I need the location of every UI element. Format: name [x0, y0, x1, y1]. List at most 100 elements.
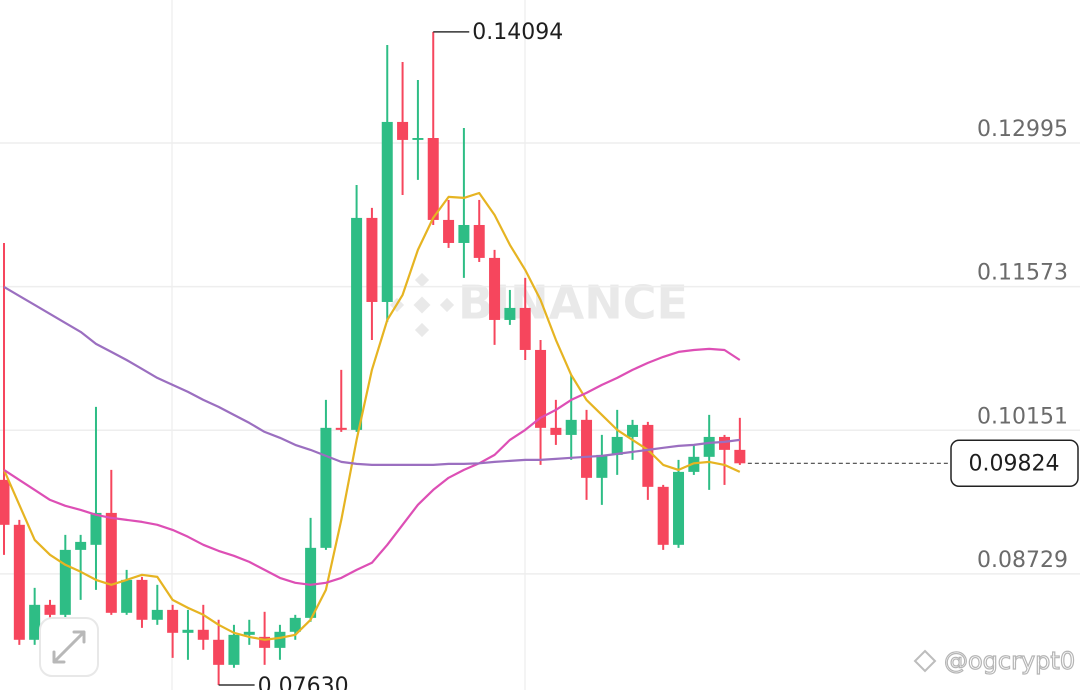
grid: 0.12995 0.11573 0.10151 0.08729 — [0, 117, 1080, 575]
candle-body — [489, 257, 501, 320]
watermark-logo — [389, 272, 455, 338]
candle — [688, 444, 700, 475]
candle — [611, 409, 623, 475]
candle-body — [13, 524, 25, 640]
candle — [259, 611, 271, 665]
candle — [412, 80, 424, 180]
candle — [550, 399, 562, 445]
candle-body — [167, 609, 179, 633]
candle-body — [458, 224, 470, 243]
candle — [274, 624, 286, 660]
candle — [397, 62, 409, 195]
candle — [366, 207, 378, 340]
candle-body — [228, 634, 240, 665]
candle-body — [351, 217, 363, 430]
candle-body — [274, 631, 286, 648]
candle-body — [335, 427, 347, 430]
y-tick-label: 0.10151 — [977, 404, 1068, 429]
candle — [519, 277, 531, 360]
candle-body — [305, 547, 317, 618]
candle — [243, 619, 255, 645]
candle — [59, 534, 71, 620]
candle-body — [397, 121, 409, 140]
candle-body — [59, 549, 71, 615]
expand-button[interactable] — [39, 617, 99, 677]
candle-body — [427, 138, 439, 220]
candle — [13, 519, 25, 645]
candle — [596, 434, 608, 505]
moving-average-line — [3, 285, 740, 466]
candle-body — [136, 579, 148, 620]
candle-body — [565, 419, 577, 435]
max-label: 0.14094 — [472, 20, 563, 45]
candle — [0, 242, 10, 555]
candle-body — [504, 307, 516, 320]
candle — [75, 534, 87, 600]
candles — [0, 31, 746, 685]
candle-body — [535, 349, 547, 428]
credit-text: @ogcrypt0 — [944, 647, 1075, 675]
last-price-label: 0.09824 — [969, 451, 1060, 476]
candle — [535, 339, 547, 465]
candle-body — [473, 224, 485, 258]
candle — [197, 604, 209, 650]
credit-logo — [913, 649, 937, 673]
candle-body — [657, 486, 669, 545]
candle — [381, 44, 393, 322]
candle-body — [259, 636, 271, 648]
candle-body — [182, 629, 194, 633]
last-price-box — [950, 439, 1079, 488]
candle — [427, 31, 439, 225]
candle — [29, 587, 41, 645]
moving-average-line — [3, 347, 741, 586]
candle-body — [320, 427, 332, 548]
candle-body — [121, 579, 133, 613]
candle-body — [673, 471, 685, 545]
candle-body — [734, 449, 746, 464]
candle-body — [381, 121, 393, 302]
moving-average-line — [2, 191, 741, 641]
candle-body — [519, 307, 531, 350]
candle — [136, 576, 148, 628]
candle-body — [105, 512, 117, 613]
watermark: BINANCE — [389, 272, 688, 338]
candle-body — [213, 639, 225, 665]
candle-body — [90, 512, 102, 545]
candle-body — [703, 436, 715, 457]
candle-body — [44, 604, 56, 615]
candle — [458, 127, 470, 278]
candle-body — [550, 427, 562, 435]
candle — [719, 434, 731, 485]
candle-body — [29, 604, 41, 640]
credit: @ogcrypt0 — [913, 646, 1076, 676]
candle-body — [719, 436, 731, 450]
y-tick-label: 0.11573 — [977, 261, 1068, 286]
candle — [105, 469, 117, 615]
candle — [182, 609, 194, 660]
candle — [657, 484, 669, 550]
candle-body — [581, 419, 593, 478]
candle — [642, 421, 654, 500]
candle-body — [151, 609, 163, 620]
candle — [121, 569, 133, 615]
candle — [673, 459, 685, 548]
candle — [167, 604, 179, 658]
y-tick-label: 0.08729 — [977, 548, 1068, 573]
candle — [565, 374, 577, 460]
y-tick-label: 0.12995 — [977, 117, 1068, 142]
candle-body — [443, 219, 455, 243]
candle-body — [366, 217, 378, 302]
candle — [151, 584, 163, 625]
moving-averages — [2, 191, 741, 641]
candle — [504, 289, 516, 325]
min-label: 0.07630 — [258, 674, 349, 690]
candle — [305, 517, 317, 622]
expand-icon[interactable] — [52, 630, 86, 664]
candle — [320, 399, 332, 550]
labels: 0.14094 0.07630 0.09824 — [218, 20, 1079, 690]
candle — [581, 409, 593, 500]
candle — [443, 199, 455, 248]
candle-body — [596, 454, 608, 478]
